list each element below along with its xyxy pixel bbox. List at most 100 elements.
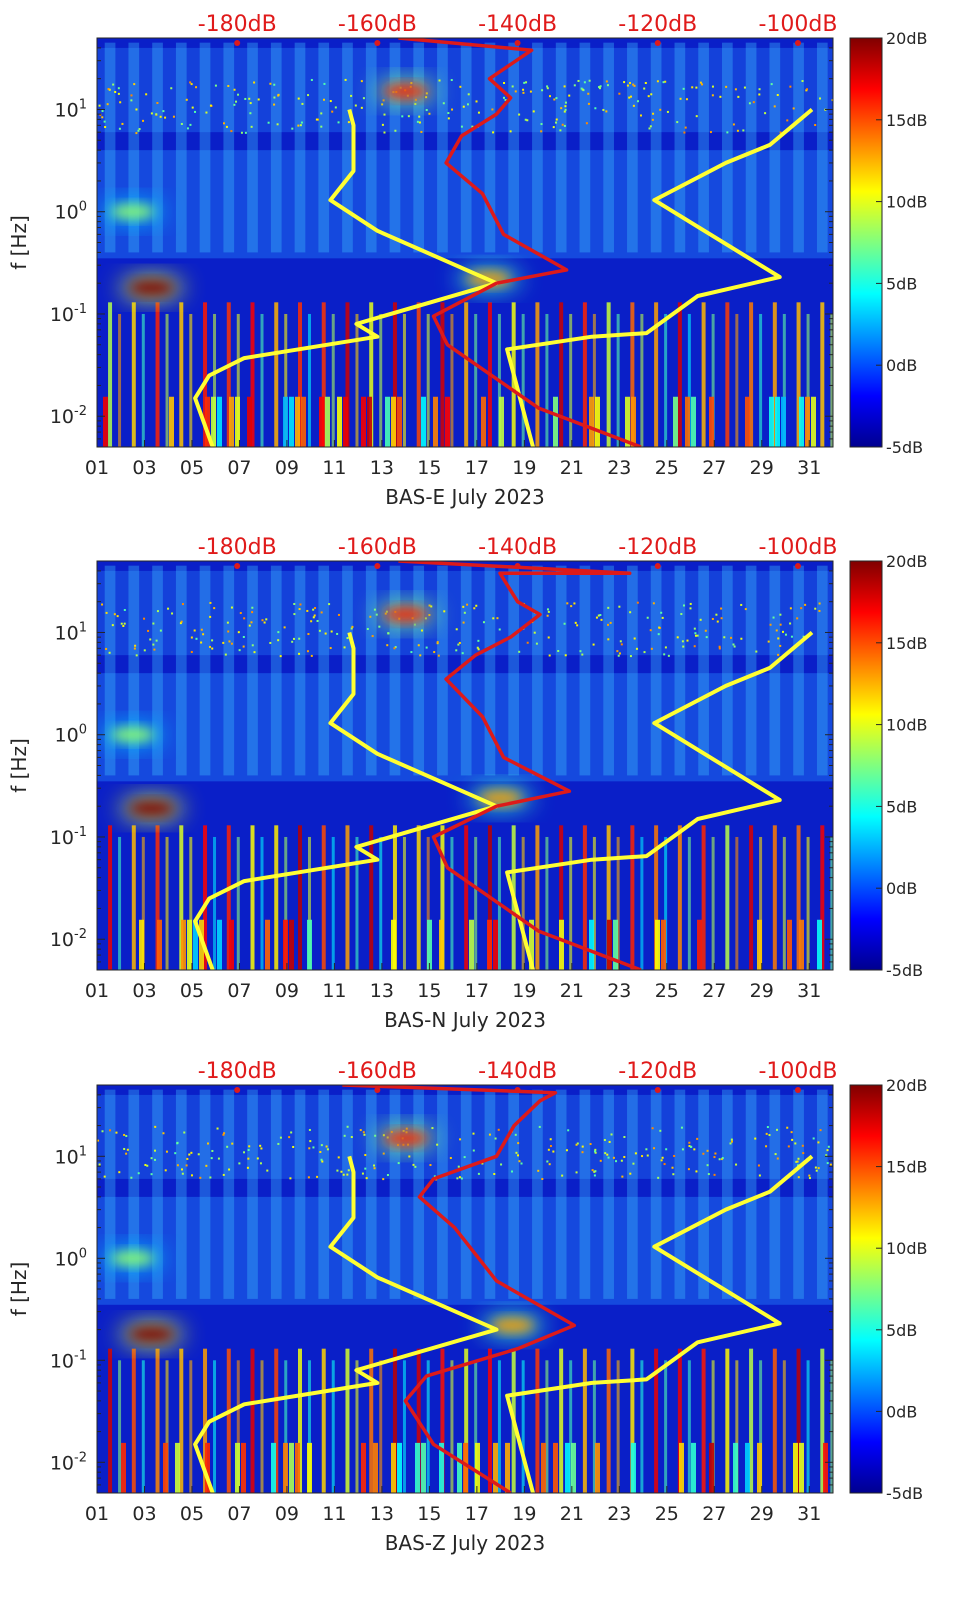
speckle [573,84,576,87]
streak-lower [213,836,217,970]
speckle [555,121,558,124]
speckle [672,1173,675,1176]
streak-upper [152,42,163,253]
colorbar-tick-label: 20dB [886,552,928,571]
speckle [277,631,280,634]
y-axis-label: f [Hz] [7,1262,31,1317]
speckle [150,112,153,115]
speckle [814,1166,817,1169]
speckle [99,113,102,116]
speckle [320,125,323,128]
speckle [180,620,183,623]
colorbar-tick-label: 10dB [886,1239,928,1258]
streak-lower [569,1360,573,1493]
x-tick-label: 25 [655,457,679,479]
streak-lower [687,836,691,970]
streak-lower [830,313,833,447]
x-tick-label: 27 [702,457,726,479]
streak-upper [318,42,330,253]
speckle [663,653,666,656]
streak-lower [426,313,430,447]
speckle [310,654,313,657]
speckle [729,1142,732,1145]
speckle [694,634,697,637]
speckle [475,604,478,607]
speckle [594,1170,597,1173]
speckle [681,640,684,643]
streak-lower [440,825,445,970]
low-block [787,919,792,970]
speckle [154,1125,157,1128]
low-block [589,919,594,970]
speckle [233,88,236,91]
low-block [607,919,612,970]
streak-lower [307,836,311,970]
speckle [546,1160,549,1163]
streak-upper [579,42,591,253]
streak-lower [297,302,302,447]
x-tick-label: 17 [465,980,489,1002]
speckle [633,84,636,87]
speckle [606,84,609,87]
speckle [477,639,480,642]
speckle [713,1156,716,1159]
speckle [754,1137,757,1140]
speckle [460,125,463,128]
speckle [561,123,564,126]
low-block [361,396,366,447]
speckle [801,80,804,83]
speckle [784,633,787,636]
x-tick-label: 27 [702,1503,726,1525]
speckle [777,653,780,656]
speckle [560,107,563,110]
streak-lower [321,302,326,447]
streak-upper [627,565,638,776]
low-block [205,1442,210,1493]
speckle [138,128,141,131]
streak-lower [592,313,596,447]
speckle [337,613,340,616]
streak-lower [179,302,184,447]
x-tick-label: 27 [702,980,726,1002]
speckle [425,109,428,112]
speckle [481,1162,484,1165]
speckle [463,611,466,614]
top-axis-label: -100dB [758,535,837,560]
streak-lower [735,836,739,970]
speckle [730,1140,733,1143]
speckle [626,84,629,87]
speckle [307,94,310,97]
speckle [564,105,567,108]
speckle [156,101,159,104]
speckle [330,630,333,633]
speckle [665,1148,668,1151]
speckle [331,110,334,113]
speckle [122,624,125,627]
colorbar-tick-label: -5dB [886,438,923,457]
speckle [162,1132,165,1135]
speckle [819,1129,822,1132]
streak-lower [284,313,288,447]
upper-band [97,47,833,133]
speckle [587,92,590,95]
speckle [251,611,254,614]
streak-upper [270,1089,282,1299]
streak-upper [389,1089,401,1299]
streak-lower [616,313,620,447]
streak-lower [474,1360,478,1493]
noise-model-line [505,1154,814,1493]
speckle [190,636,193,639]
y-tick-label: 10-1 [50,1348,87,1372]
top-axis-tick [514,563,521,569]
speckle [200,641,203,644]
streak-lower [179,1348,184,1493]
x-tick-label: 31 [797,457,821,479]
speckle [563,124,566,127]
low-block [817,919,822,970]
x-tick-label: 13 [370,457,394,479]
speckle [577,79,580,82]
speckle [387,632,390,635]
speckle [819,97,822,100]
speckle [414,103,417,106]
speckle [394,129,397,132]
